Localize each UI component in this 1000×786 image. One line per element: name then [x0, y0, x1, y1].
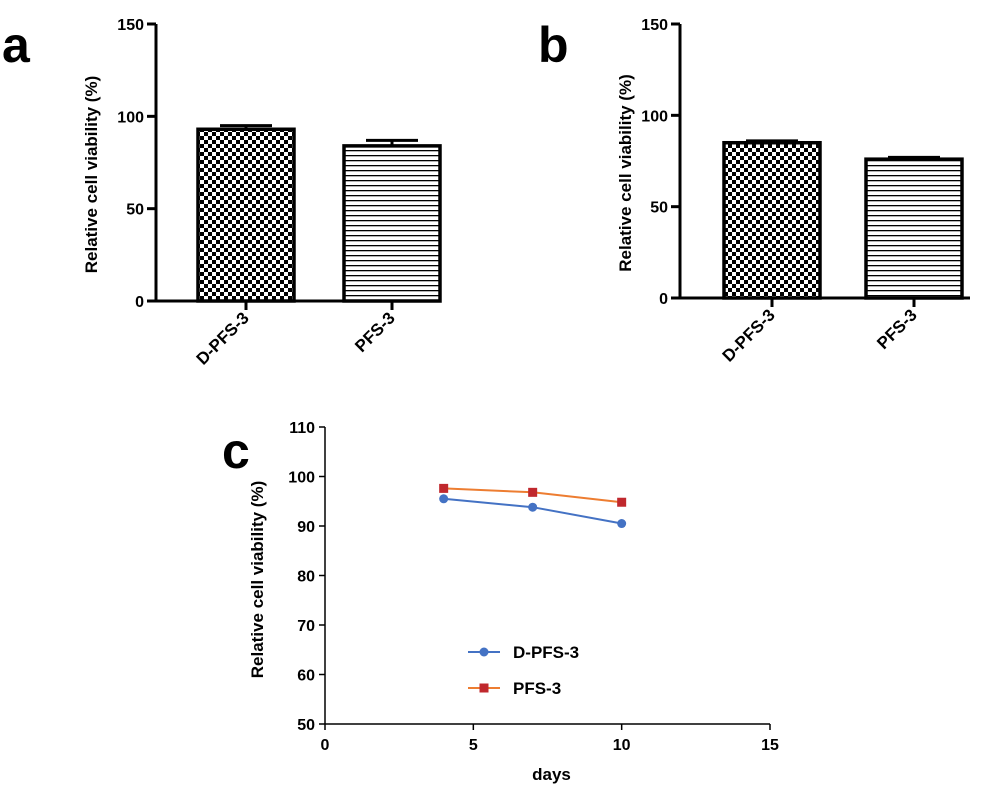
- y-tick-label: 150: [117, 17, 144, 34]
- y-tick-label: 100: [641, 108, 668, 125]
- bar-chart-b: 0 50 100 150 Relative cell viability (%) D-PF…: [616, 17, 970, 366]
- x-tick-label: 5: [469, 737, 478, 754]
- line-chart-c: 50 60 70 80 90 100 110 0 5 10 15 days Relative cell …: [248, 420, 779, 784]
- data-point: [439, 483, 449, 493]
- bar-chart-a: 0 50 100 150 Relative cell viability (%) D-PF…: [82, 17, 442, 369]
- x-axis-title: days: [532, 765, 571, 784]
- y-tick-label: 150: [641, 17, 668, 34]
- y-tick-label: 110: [289, 420, 315, 437]
- data-point: [528, 487, 538, 497]
- y-tick-label: 0: [135, 294, 144, 311]
- y-tick-label: 80: [297, 569, 315, 586]
- x-tick-label: 15: [761, 737, 779, 754]
- y-tick-label: 50: [126, 202, 144, 219]
- y-axis-title: Relative cell viability (%): [616, 74, 635, 271]
- y-axis-title: Relative cell viability (%): [248, 481, 267, 678]
- legend-label: PFS-3: [513, 679, 561, 698]
- y-tick-label: 70: [297, 618, 315, 635]
- legend-marker: [479, 683, 489, 693]
- data-point: [617, 497, 627, 507]
- data-point: [439, 494, 449, 504]
- y-axis-title: Relative cell viability (%): [82, 76, 101, 273]
- panel-letter-b: b: [538, 17, 569, 73]
- y-tick-label: 0: [659, 291, 668, 308]
- category-label: PFS-3: [351, 308, 399, 356]
- panel-letter-a: a: [2, 17, 31, 73]
- data-point: [617, 519, 627, 529]
- category-label: D-PFS-3: [719, 305, 779, 365]
- y-tick-label: 90: [297, 519, 315, 536]
- category-label: PFS-3: [873, 305, 921, 353]
- data-point: [528, 502, 538, 512]
- bar: [196, 127, 296, 303]
- legend-marker: [479, 647, 489, 657]
- x-tick-label: 0: [321, 737, 330, 754]
- y-tick-label: 60: [297, 668, 315, 685]
- y-tick-label: 100: [288, 470, 315, 487]
- bar: [722, 140, 822, 300]
- category-label: D-PFS-3: [193, 308, 253, 368]
- y-tick-label: 100: [117, 109, 144, 126]
- bar: [864, 157, 964, 300]
- x-tick-label: 10: [613, 737, 631, 754]
- panel-letter-c: c: [222, 423, 250, 479]
- legend-label: D-PFS-3: [513, 643, 579, 662]
- y-tick-label: 50: [297, 717, 315, 734]
- bar: [342, 144, 442, 303]
- y-tick-label: 50: [650, 200, 668, 217]
